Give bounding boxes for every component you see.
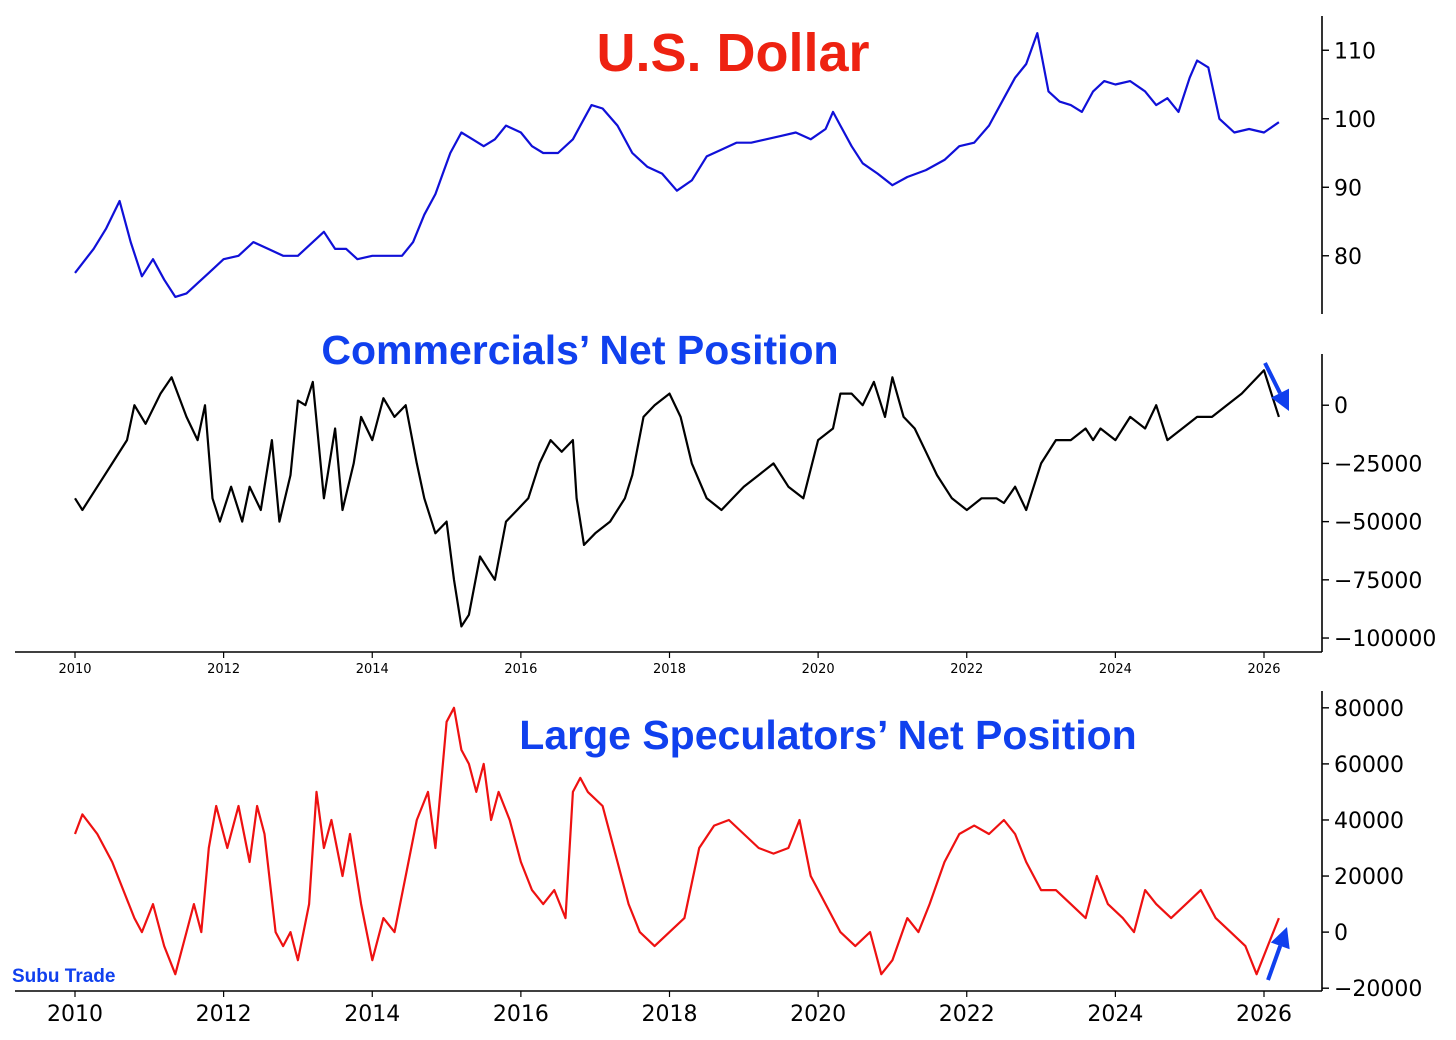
up-arrow-icon bbox=[1266, 927, 1290, 981]
x-tick-label: 2018 bbox=[653, 662, 686, 677]
series-line-0 bbox=[74, 369, 1280, 628]
up-arrow-icon-shaft bbox=[1266, 945, 1283, 981]
commercials-panel-title: Commercials’ Net Position bbox=[321, 327, 838, 373]
x-tick-label: 2016 bbox=[504, 662, 537, 677]
y-tick-label: −50000 bbox=[1334, 511, 1422, 536]
series-line-0 bbox=[73, 706, 1280, 976]
y-tick-label: −25000 bbox=[1334, 452, 1422, 477]
x-tick-label: 2010 bbox=[58, 662, 91, 677]
x-tick-label: 2024 bbox=[1099, 662, 1132, 677]
y-tick-label: 0 bbox=[1334, 394, 1348, 419]
x-tick-label: 2014 bbox=[344, 1002, 400, 1027]
speculators-panel-title: Large Speculators’ Net Position bbox=[519, 712, 1136, 758]
y-tick-label: 0 bbox=[1334, 921, 1348, 946]
panel-1: 0 −25000 −50000 −75000 −100000 2010 2012 2014 20… bbox=[15, 354, 1436, 677]
x-tick-label: 2022 bbox=[939, 1002, 995, 1027]
x-tick-label: 2022 bbox=[950, 662, 983, 677]
panel-2: 80000 60000 40000 20000 0 −20000 2010 2012 2014 2… bbox=[15, 691, 1422, 1027]
usd-panel-title: U.S. Dollar bbox=[596, 23, 869, 83]
x-tick-label: 2026 bbox=[1247, 662, 1280, 677]
down-arrow-icon-head bbox=[1271, 388, 1289, 411]
y-tick-label: −20000 bbox=[1334, 977, 1422, 1002]
x-tick-label: 2016 bbox=[493, 1002, 549, 1027]
x-tick-label: 2026 bbox=[1236, 1002, 1292, 1027]
y-tick-label: 90 bbox=[1334, 176, 1362, 201]
y-tick-label: 110 bbox=[1334, 39, 1376, 64]
x-tick-label: 2012 bbox=[196, 1002, 252, 1027]
y-tick-label: 20000 bbox=[1334, 865, 1404, 890]
x-tick-label: 2012 bbox=[207, 662, 240, 677]
x-tick-label: 2010 bbox=[47, 1002, 103, 1027]
watermark-label: Subu Trade bbox=[12, 966, 115, 987]
y-tick-label: 80000 bbox=[1334, 697, 1404, 722]
down-arrow-icon bbox=[1263, 362, 1289, 411]
down-arrow-icon-shaft bbox=[1263, 362, 1282, 395]
x-tick-label: 2018 bbox=[642, 1002, 698, 1027]
x-tick-label: 2020 bbox=[790, 1002, 846, 1027]
y-tick-label: 100 bbox=[1334, 108, 1376, 133]
x-tick-label: 2020 bbox=[802, 662, 835, 677]
y-tick-label: −75000 bbox=[1334, 569, 1422, 594]
y-tick-label: −100000 bbox=[1334, 627, 1436, 652]
panel-0: 80 90 100 110 bbox=[74, 16, 1376, 314]
y-tick-label: 40000 bbox=[1334, 809, 1404, 834]
y-tick-label: 60000 bbox=[1334, 753, 1404, 778]
up-arrow-icon-head bbox=[1270, 927, 1290, 950]
x-tick-label: 2024 bbox=[1087, 1002, 1143, 1027]
y-tick-label: 80 bbox=[1334, 245, 1362, 270]
series-line-0 bbox=[74, 31, 1280, 298]
x-tick-label: 2014 bbox=[356, 662, 389, 677]
